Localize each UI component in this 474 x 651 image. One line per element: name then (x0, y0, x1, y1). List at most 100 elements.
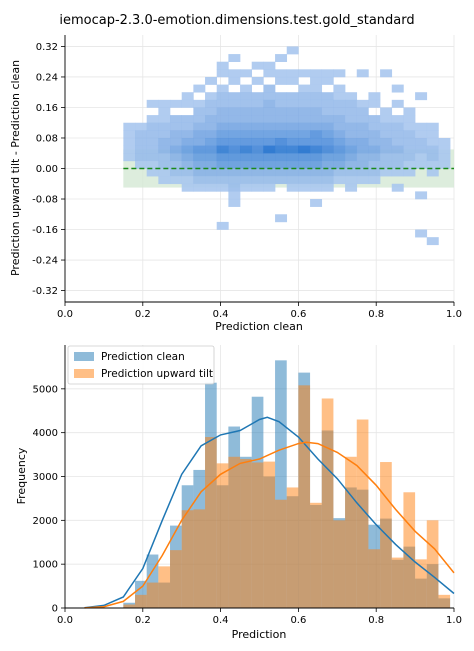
heatmap-cell (391, 160, 404, 169)
heatmap-cell (228, 130, 241, 139)
heatmap-cell (158, 122, 171, 131)
heatmap-cell (135, 145, 147, 154)
heatmap-cell (251, 99, 264, 108)
heatmap-cell (216, 183, 229, 192)
heatmap-cell (310, 153, 323, 162)
heatmap-cell (310, 122, 323, 131)
heatmap-cell (426, 122, 439, 131)
heatmap-cell (193, 115, 206, 124)
heatmap-cell (170, 176, 182, 185)
heatmap-cell (205, 145, 218, 154)
heatmap-cell (298, 99, 311, 108)
heatmap-cell (240, 122, 253, 131)
heatmap-cell (403, 122, 416, 131)
heatmap-cell (286, 168, 299, 177)
heatmap-cell (356, 137, 369, 146)
heatmap-cell (356, 160, 369, 169)
heatmap-cell (298, 115, 311, 124)
heatmap-cell (146, 137, 159, 146)
heatmap-cell (240, 130, 253, 139)
heatmap-cell (135, 122, 147, 131)
heatmap-cell (321, 145, 334, 154)
heatmap-cell (310, 92, 323, 101)
heatmap-cell (275, 54, 288, 62)
heatmap-cell (205, 153, 218, 162)
heatmap-cell (251, 168, 264, 177)
heatmap-cell (228, 176, 241, 185)
x-tick-label: 0.6 (290, 309, 306, 320)
heatmap-cell (193, 122, 206, 131)
heatmap-cell (356, 122, 369, 131)
heatmap-cell (251, 183, 264, 192)
heatmap-cell (263, 122, 276, 131)
heatmap-cell (391, 168, 404, 177)
heatmap-cell (368, 153, 381, 162)
heatmap-cell (228, 145, 241, 154)
heatmap-cell (181, 168, 194, 177)
heatmap-cell (251, 107, 264, 116)
heatmap-cell (181, 176, 194, 185)
heatmap-cell (216, 168, 229, 177)
histogram-bar (216, 463, 229, 608)
x-tick-label: 0.2 (135, 615, 151, 626)
heatmap-cell (263, 183, 276, 192)
heatmap-cell (275, 122, 288, 131)
histogram-bar (146, 554, 159, 608)
heatmap-cell (333, 130, 346, 139)
heatmap-cell (333, 92, 346, 101)
heatmap-cell (228, 153, 241, 162)
histogram-bar (356, 419, 369, 608)
x-tick-label: 0.4 (213, 615, 229, 626)
heatmap-cell (438, 153, 451, 162)
histogram-bar (135, 580, 147, 608)
heatmap-cell (135, 153, 147, 162)
histogram-bar (170, 550, 182, 608)
heatmap-cell (298, 183, 311, 192)
heatmap-cell (321, 183, 334, 192)
y-tick-label: -0.32 (32, 286, 58, 297)
x-tick-label: 1.0 (446, 615, 462, 626)
histogram-bar (438, 594, 451, 608)
heatmap-cell (263, 153, 276, 162)
histogram-bar (298, 385, 311, 608)
heatmap-cell (216, 99, 229, 108)
heatmap-cell (321, 99, 334, 108)
heatmap-cell (310, 69, 323, 78)
x-tick-label: 0.2 (135, 309, 151, 320)
x-tick-label: 1.0 (446, 309, 462, 320)
heatmap-cell (275, 176, 288, 185)
histogram-bar (310, 502, 322, 608)
heatmap-cell (275, 153, 288, 162)
heatmap-cell (228, 76, 241, 85)
heatmap-cell (426, 160, 439, 169)
heatmap-cell (286, 107, 299, 116)
heatmap-cell (240, 92, 253, 101)
heatmap-x-ticks: 0.0 0.2 0.4 0.6 0.8 1.0 (57, 302, 462, 320)
heatmap-cell (403, 160, 416, 169)
heatmap-cell (310, 107, 323, 116)
heatmap-cell (380, 69, 393, 78)
heatmap-cell (146, 145, 159, 154)
y-tick-label: 0.08 (36, 133, 58, 144)
heatmap-cell (170, 99, 182, 108)
heatmap-cell (298, 153, 311, 162)
heatmap-cell (240, 183, 253, 192)
heatmap-cell (333, 69, 346, 78)
heatmap-cell (216, 130, 229, 139)
heatmap-cell (158, 99, 171, 108)
heatmap-cell (438, 145, 451, 154)
heatmap-cell (286, 115, 299, 124)
histogram-bar (391, 557, 404, 608)
heatmap-cell (345, 130, 358, 139)
heatmap-cell (391, 137, 404, 146)
heatmap-cell (310, 76, 323, 85)
heatmap-cell (368, 168, 381, 177)
histogram-bar (158, 566, 171, 608)
heatmap-cell (310, 145, 323, 154)
heatmap-cell (205, 137, 218, 146)
heatmap-cell (123, 122, 136, 131)
heatmap-cell (321, 69, 334, 78)
heatmap-cell (205, 183, 218, 192)
heatmap-cell (263, 61, 276, 70)
heatmap-cell (216, 61, 229, 70)
